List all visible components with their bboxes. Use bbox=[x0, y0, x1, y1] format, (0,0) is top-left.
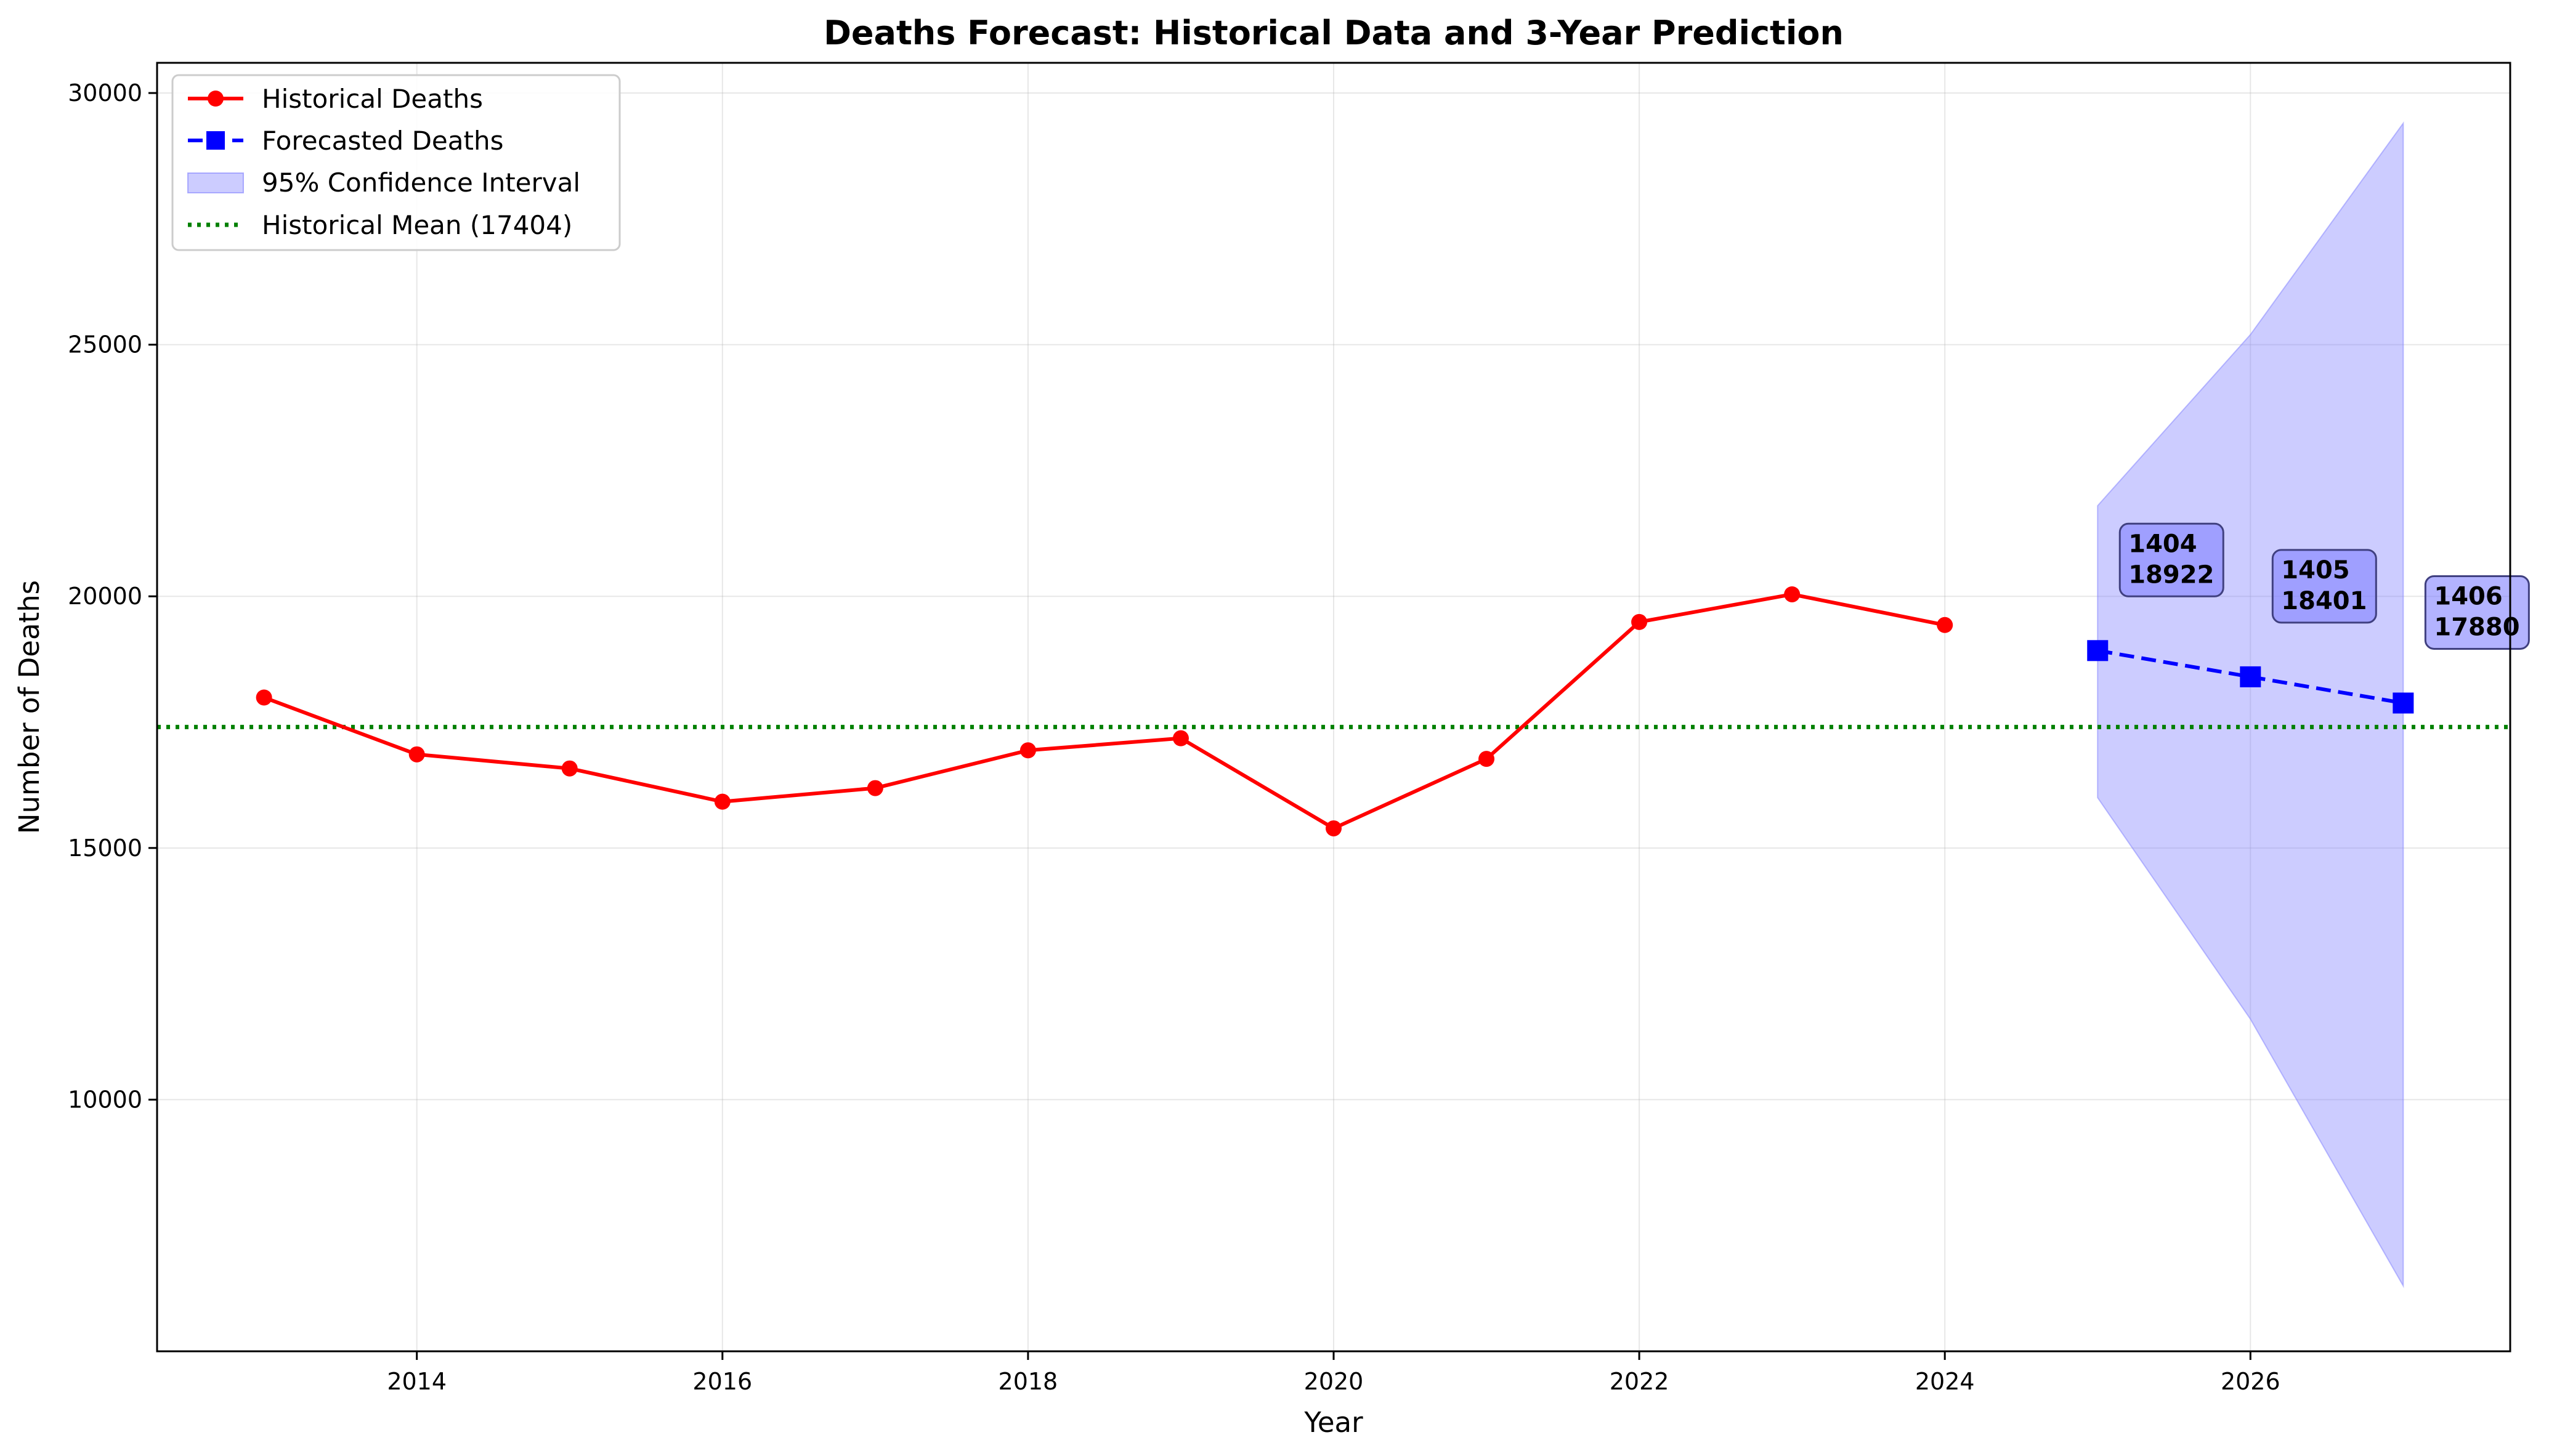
x-tick-label: 2014 bbox=[387, 1368, 447, 1395]
y-tick-label: 20000 bbox=[68, 583, 142, 610]
legend-marker-historical bbox=[208, 91, 224, 107]
x-tick-label: 2024 bbox=[1915, 1368, 1975, 1395]
x-tick-label: 2018 bbox=[999, 1368, 1058, 1395]
forecast-annotation-box bbox=[2271, 549, 2377, 624]
legend-marker-forecast bbox=[206, 131, 225, 150]
y-tick-label: 25000 bbox=[68, 331, 142, 358]
forecast-annotation-line2: 18401 bbox=[2281, 587, 2367, 615]
historical-point bbox=[714, 793, 731, 810]
forecast-point bbox=[2087, 640, 2109, 661]
historical-point bbox=[1019, 742, 1036, 759]
confidence-band-layer bbox=[2097, 121, 2404, 1288]
historical-point bbox=[1937, 617, 1953, 633]
grid bbox=[157, 63, 2510, 1351]
historical-point bbox=[1784, 586, 1801, 602]
historical-point bbox=[1478, 751, 1495, 767]
forecast-point bbox=[2393, 692, 2414, 714]
series-layer bbox=[256, 586, 2414, 836]
legend-label-confidence: 95% Confidence Interval bbox=[262, 168, 580, 198]
forecasted-deaths-line bbox=[2097, 649, 2404, 705]
y-tick-label: 30000 bbox=[68, 79, 142, 107]
historical-point bbox=[1326, 820, 1342, 836]
confidence-band bbox=[2097, 121, 2404, 1288]
forecast-point bbox=[2240, 666, 2261, 687]
historical-point bbox=[408, 746, 425, 762]
forecast-annotation-line2: 18922 bbox=[2128, 560, 2214, 589]
x-tick-label: 2022 bbox=[1610, 1368, 1669, 1395]
y-tick-label: 10000 bbox=[68, 1086, 142, 1113]
x-tick-label: 2026 bbox=[2221, 1368, 2280, 1395]
forecast-annotation-box bbox=[2424, 575, 2530, 650]
historical-point bbox=[256, 689, 272, 706]
forecast-annotation-line1: 1405 bbox=[2281, 556, 2349, 584]
historical-point bbox=[1631, 613, 1648, 630]
chart-title: Deaths Forecast: Historical Data and 3-Y… bbox=[824, 14, 1844, 52]
forecast-annotation-line1: 1404 bbox=[2128, 530, 2197, 558]
historical-point bbox=[1172, 730, 1189, 746]
x-axis-label: Year bbox=[1303, 1406, 1363, 1439]
x-tick-label: 2020 bbox=[1304, 1368, 1364, 1395]
y-tick-label: 15000 bbox=[68, 835, 142, 862]
historical-point bbox=[867, 780, 883, 796]
historical-deaths-line bbox=[263, 592, 1945, 830]
x-tick-label: 2016 bbox=[692, 1368, 752, 1395]
legend-label-mean: Historical Mean (17404) bbox=[262, 210, 572, 240]
forecast-annotation-line1: 1406 bbox=[2434, 582, 2502, 610]
legend-label-historical: Historical Deaths bbox=[262, 84, 483, 114]
y-axis-label: Number of Deaths bbox=[13, 580, 46, 834]
historical-point bbox=[561, 760, 578, 777]
legend-swatch-confidence bbox=[187, 172, 244, 193]
legend-box bbox=[171, 74, 621, 251]
forecast-annotation-box bbox=[2118, 522, 2224, 597]
legend: Historical Deaths Forecasted Deaths 95% … bbox=[171, 74, 621, 251]
forecast-annotation-line2: 17880 bbox=[2434, 613, 2519, 641]
legend-label-forecast: Forecasted Deaths bbox=[262, 126, 503, 156]
tick-layer: 2014 2016 2018 2020 2022 2024 2026 10000 15000 20… bbox=[68, 79, 2280, 1395]
